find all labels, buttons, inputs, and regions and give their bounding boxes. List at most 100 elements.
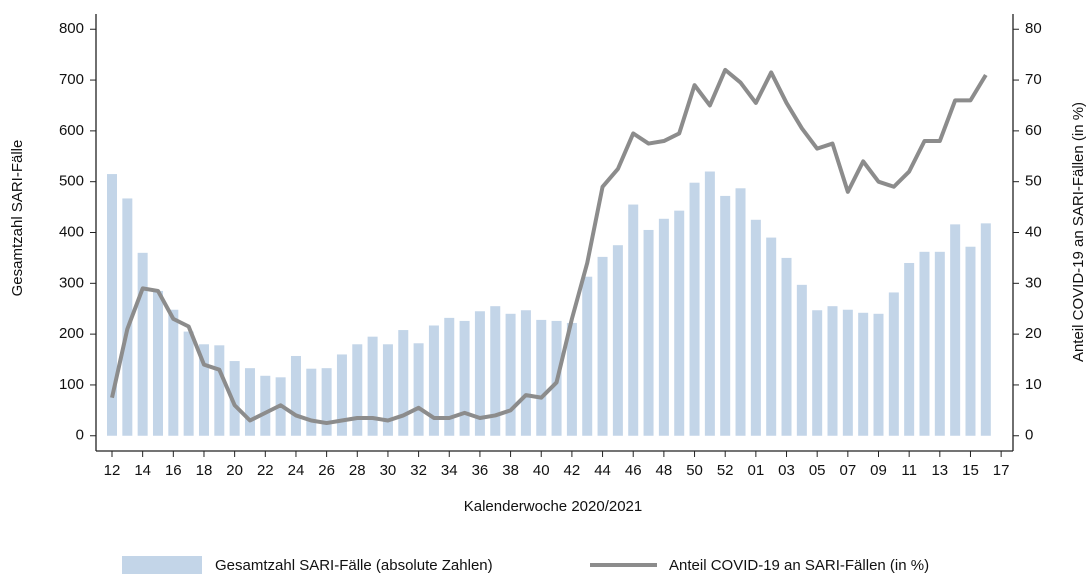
bar xyxy=(934,251,945,436)
bar xyxy=(858,312,869,436)
x-tick-label: 05 xyxy=(809,462,826,479)
x-tick-label: 52 xyxy=(717,462,734,479)
x-tick-label: 48 xyxy=(656,462,673,479)
bar xyxy=(229,361,240,436)
bar xyxy=(137,252,148,436)
legend-label: Anteil COVID-19 an SARI-Fällen (in %) xyxy=(669,557,929,574)
y2-axis-label: Anteil COVID-19 an SARI-Fällen (in %) xyxy=(1070,102,1087,362)
bar xyxy=(244,368,255,436)
bar xyxy=(904,262,915,436)
x-tick-label: 22 xyxy=(257,462,274,479)
y2-tick-label: 40 xyxy=(1025,223,1042,240)
bar xyxy=(704,171,715,436)
bar xyxy=(290,355,301,436)
y-tick-label: 800 xyxy=(59,20,84,37)
x-tick-label: 44 xyxy=(594,462,611,479)
bar xyxy=(413,343,424,436)
bar xyxy=(628,204,639,436)
bar xyxy=(781,257,792,436)
bar xyxy=(352,344,363,436)
x-tick-label: 42 xyxy=(564,462,581,479)
y2-tick-label: 50 xyxy=(1025,173,1042,190)
bar xyxy=(888,292,899,436)
bar xyxy=(842,309,853,436)
bar xyxy=(735,188,746,436)
bar xyxy=(980,223,991,436)
bar xyxy=(444,317,455,436)
bar xyxy=(720,195,731,436)
y2-tick-label: 80 xyxy=(1025,20,1042,37)
x-tick-label: 26 xyxy=(318,462,335,479)
bar xyxy=(582,276,593,436)
bar xyxy=(459,320,470,436)
x-tick-label: 18 xyxy=(196,462,213,479)
y2-tick-label: 20 xyxy=(1025,325,1042,342)
bar xyxy=(520,310,531,436)
bar xyxy=(643,229,654,436)
x-tick-label: 40 xyxy=(533,462,550,479)
y2-tick-label: 60 xyxy=(1025,122,1042,139)
x-tick-label: 34 xyxy=(441,462,458,479)
bar xyxy=(766,237,777,436)
y-tick-label: 400 xyxy=(59,223,84,240)
x-tick-label: 11 xyxy=(901,462,917,479)
x-tick-label: 46 xyxy=(625,462,642,479)
bar xyxy=(152,290,163,436)
bar xyxy=(750,219,761,436)
x-tick-label: 36 xyxy=(472,462,489,479)
bar xyxy=(674,210,685,436)
y2-tick-label: 10 xyxy=(1025,376,1042,393)
y-tick-label: 100 xyxy=(59,376,84,393)
bar xyxy=(536,319,547,436)
x-tick-label: 32 xyxy=(410,462,427,479)
bar xyxy=(198,344,209,436)
y-tick-label: 0 xyxy=(76,427,84,444)
y-tick-label: 500 xyxy=(59,173,84,190)
bar xyxy=(367,336,378,436)
y-tick-label: 200 xyxy=(59,325,84,342)
bar xyxy=(796,284,807,436)
bar xyxy=(382,344,393,436)
x-tick-label: 14 xyxy=(134,462,151,479)
bar xyxy=(474,311,485,436)
x-tick-label: 16 xyxy=(165,462,182,479)
bar xyxy=(168,309,179,436)
bar xyxy=(321,368,332,436)
y-axis-label: Gesamtzahl SARI-Fälle xyxy=(9,140,26,297)
bar xyxy=(919,251,930,436)
bar xyxy=(260,375,271,436)
x-tick-label: 09 xyxy=(870,462,887,479)
line xyxy=(110,67,988,426)
bar xyxy=(336,354,347,436)
bar xyxy=(612,245,623,436)
bar xyxy=(873,313,884,436)
x-tick-label: 24 xyxy=(288,462,305,479)
bar xyxy=(107,174,117,436)
x-tick-label: 13 xyxy=(931,462,948,479)
x-tick-label: 17 xyxy=(993,462,1010,479)
bar xyxy=(183,331,194,436)
x-tick-label: 28 xyxy=(349,462,366,479)
bar xyxy=(950,224,961,436)
legend-swatch xyxy=(122,556,202,574)
y-tick-label: 700 xyxy=(59,71,84,88)
bar xyxy=(827,306,838,436)
y-tick-label: 300 xyxy=(59,274,84,291)
x-tick-label: 30 xyxy=(380,462,397,479)
x-tick-label: 07 xyxy=(839,462,856,479)
y2-tick-label: 0 xyxy=(1025,427,1033,444)
bar xyxy=(689,182,700,436)
bar xyxy=(965,246,976,436)
y-tick-label: 600 xyxy=(59,122,84,139)
x-tick-label: 38 xyxy=(502,462,519,479)
bar xyxy=(566,322,577,436)
x-axis-label: Kalenderwoche 2020/2021 xyxy=(464,498,642,515)
x-tick-label: 12 xyxy=(104,462,121,479)
bar xyxy=(505,313,516,436)
bar xyxy=(597,256,608,436)
bar xyxy=(658,218,669,436)
x-tick-label: 50 xyxy=(686,462,703,479)
bar xyxy=(428,325,439,436)
bar xyxy=(398,330,409,436)
